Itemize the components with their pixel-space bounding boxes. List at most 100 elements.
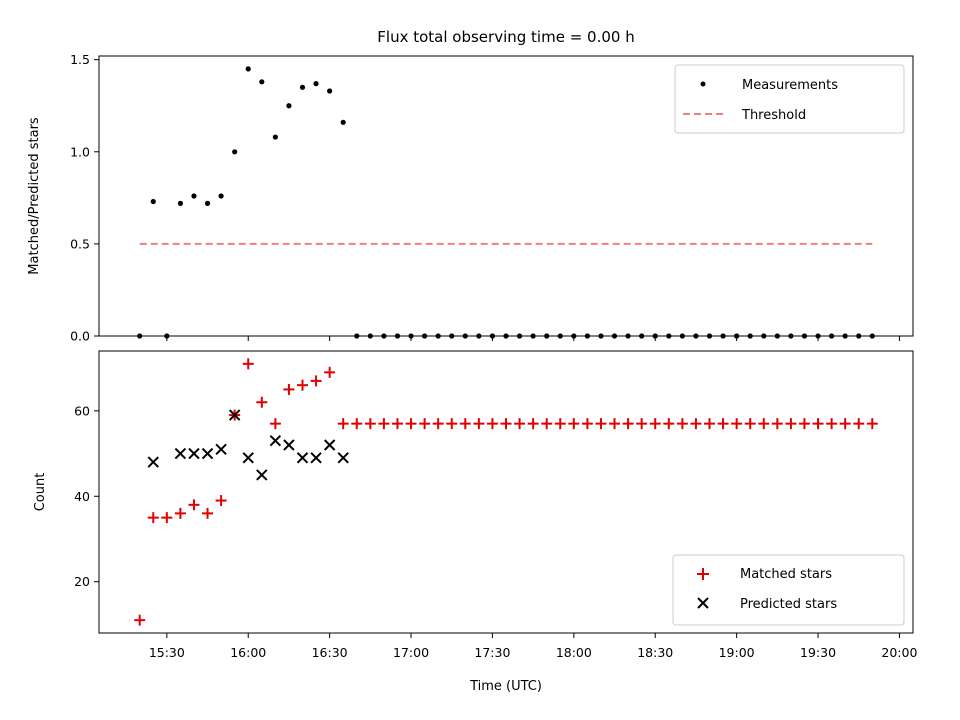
ratio-legend: Measurements Threshold [674,64,905,134]
matched-stars-point [826,418,838,430]
predicted-stars-point [323,439,336,451]
matched-stars-point [174,507,186,519]
matched-stars-point [717,418,729,430]
matched-stars-point [459,418,471,430]
matched-stars-point [798,418,810,430]
x-tick-label: 17:30 [474,645,510,660]
matched-stars-point [202,507,214,519]
matched-stars-point [391,418,403,430]
predicted-stars-point [256,469,268,481]
measurement-point [218,193,224,199]
matched-stars-point [378,418,390,430]
predicted-stars-point [188,447,200,460]
matched-stars-point [269,418,281,430]
matched-stars-point [812,418,824,430]
matched-stars-point [663,418,675,430]
matched-stars-point [188,499,200,511]
matched-stars-point [690,418,702,430]
matched-stars-point [324,366,336,378]
measurement-point [177,200,183,206]
threshold-legend-label: Threshold [741,108,806,123]
measurement-point [150,198,156,205]
x-tick-label: 17:00 [393,645,429,660]
measurement-point [204,200,211,206]
measurement-point [191,193,197,199]
matched-stars-point [636,418,648,430]
ratio-panel: 0.0 0.5 1.0 1.5 Matched/Predicted stars Mea… [27,52,914,344]
matched-stars-point [134,614,146,626]
matched-stars-point [310,375,322,387]
count-y-axis-label: Count [33,473,48,512]
predicted-stars-legend-marker [697,597,709,609]
matched-stars-point [256,396,268,408]
measurement-point [232,149,238,155]
measurement-point [340,119,346,125]
matched-stars-point [866,418,878,430]
matched-stars-point [758,418,770,430]
x-tick-label: 20:00 [881,645,917,660]
measurement-point [259,79,265,85]
predicted-stars-point [174,447,187,460]
count-axis-ticks: 20 40 60 15:30 16:00 16:30 17:00 17:30 18:00 18:3… [74,403,917,660]
measurement-point [245,66,251,72]
ratio-y-tick-label: 1.0 [70,144,90,159]
count-panel: 20 40 60 15:30 16:00 16:30 17:00 17:30 18:00 18:3… [33,350,917,694]
chart-title: Flux total observing time = 0.00 h [377,28,634,46]
matched-stars-point [161,512,173,524]
x-tick-label: 19:30 [800,645,836,660]
ratio-y-tick-label: 0.0 [70,329,90,344]
predicted-stars-legend-label: Predicted stars [740,597,837,612]
matched-stars-point [527,418,539,430]
matched-stars-point [514,418,526,430]
matched-stars-point [853,418,865,430]
count-plot-area [134,358,878,626]
matched-stars-point [704,418,715,430]
matched-stars-point [446,418,458,430]
matched-stars-point [242,358,254,370]
matched-stars-point [283,383,295,395]
predicted-stars-point [310,452,322,464]
x-tick-label: 18:00 [556,645,592,660]
predicted-stars-point [228,409,241,421]
matched-stars-point [215,495,227,507]
measurements-legend-marker [700,81,706,87]
matched-stars-legend-marker [697,568,709,580]
predicted-stars-point [283,439,295,451]
matched-stars-point [609,418,621,430]
ratio-y-axis-label: Matched/Predicted stars [27,117,42,275]
measurement-point [313,81,319,87]
measurements-legend-label: Measurements [742,78,838,93]
matched-stars-point [744,418,756,430]
matched-stars-point [731,418,743,430]
matched-stars-point [337,418,349,430]
matched-stars-point [541,418,553,430]
count-legend: Matched stars Predicted stars [672,554,905,626]
matched-stars-point [486,418,498,430]
measurement-point [272,134,278,140]
x-tick-label: 19:00 [719,645,755,660]
matched-stars-point [649,418,661,430]
count-axes-frame [98,350,914,634]
count-y-tick-label: 20 [74,574,90,589]
matched-stars-point [500,418,512,430]
count-y-tick-label: 40 [74,489,90,504]
matched-stars-point [147,512,159,524]
predicted-stars-point [201,447,214,460]
count-y-tick-label: 60 [74,403,90,418]
ratio-y-tick-label: 1.5 [70,52,90,67]
ratio-legend-box [674,64,905,134]
predicted-stars-point [147,456,159,468]
matched-stars-point [405,418,417,430]
predicted-stars-point [269,435,282,447]
matched-stars-point [581,418,593,430]
ratio-y-tick-label: 0.5 [70,236,90,251]
matched-stars-point [297,379,308,391]
predicted-stars-point [337,452,349,464]
ratio-axis-ticks: 0.0 0.5 1.0 1.5 [70,52,900,344]
measurement-point [299,84,306,90]
matched-stars-point [554,418,566,430]
matched-stars-point [771,418,783,430]
matched-stars-point [364,418,376,430]
count-legend-box [672,554,905,626]
